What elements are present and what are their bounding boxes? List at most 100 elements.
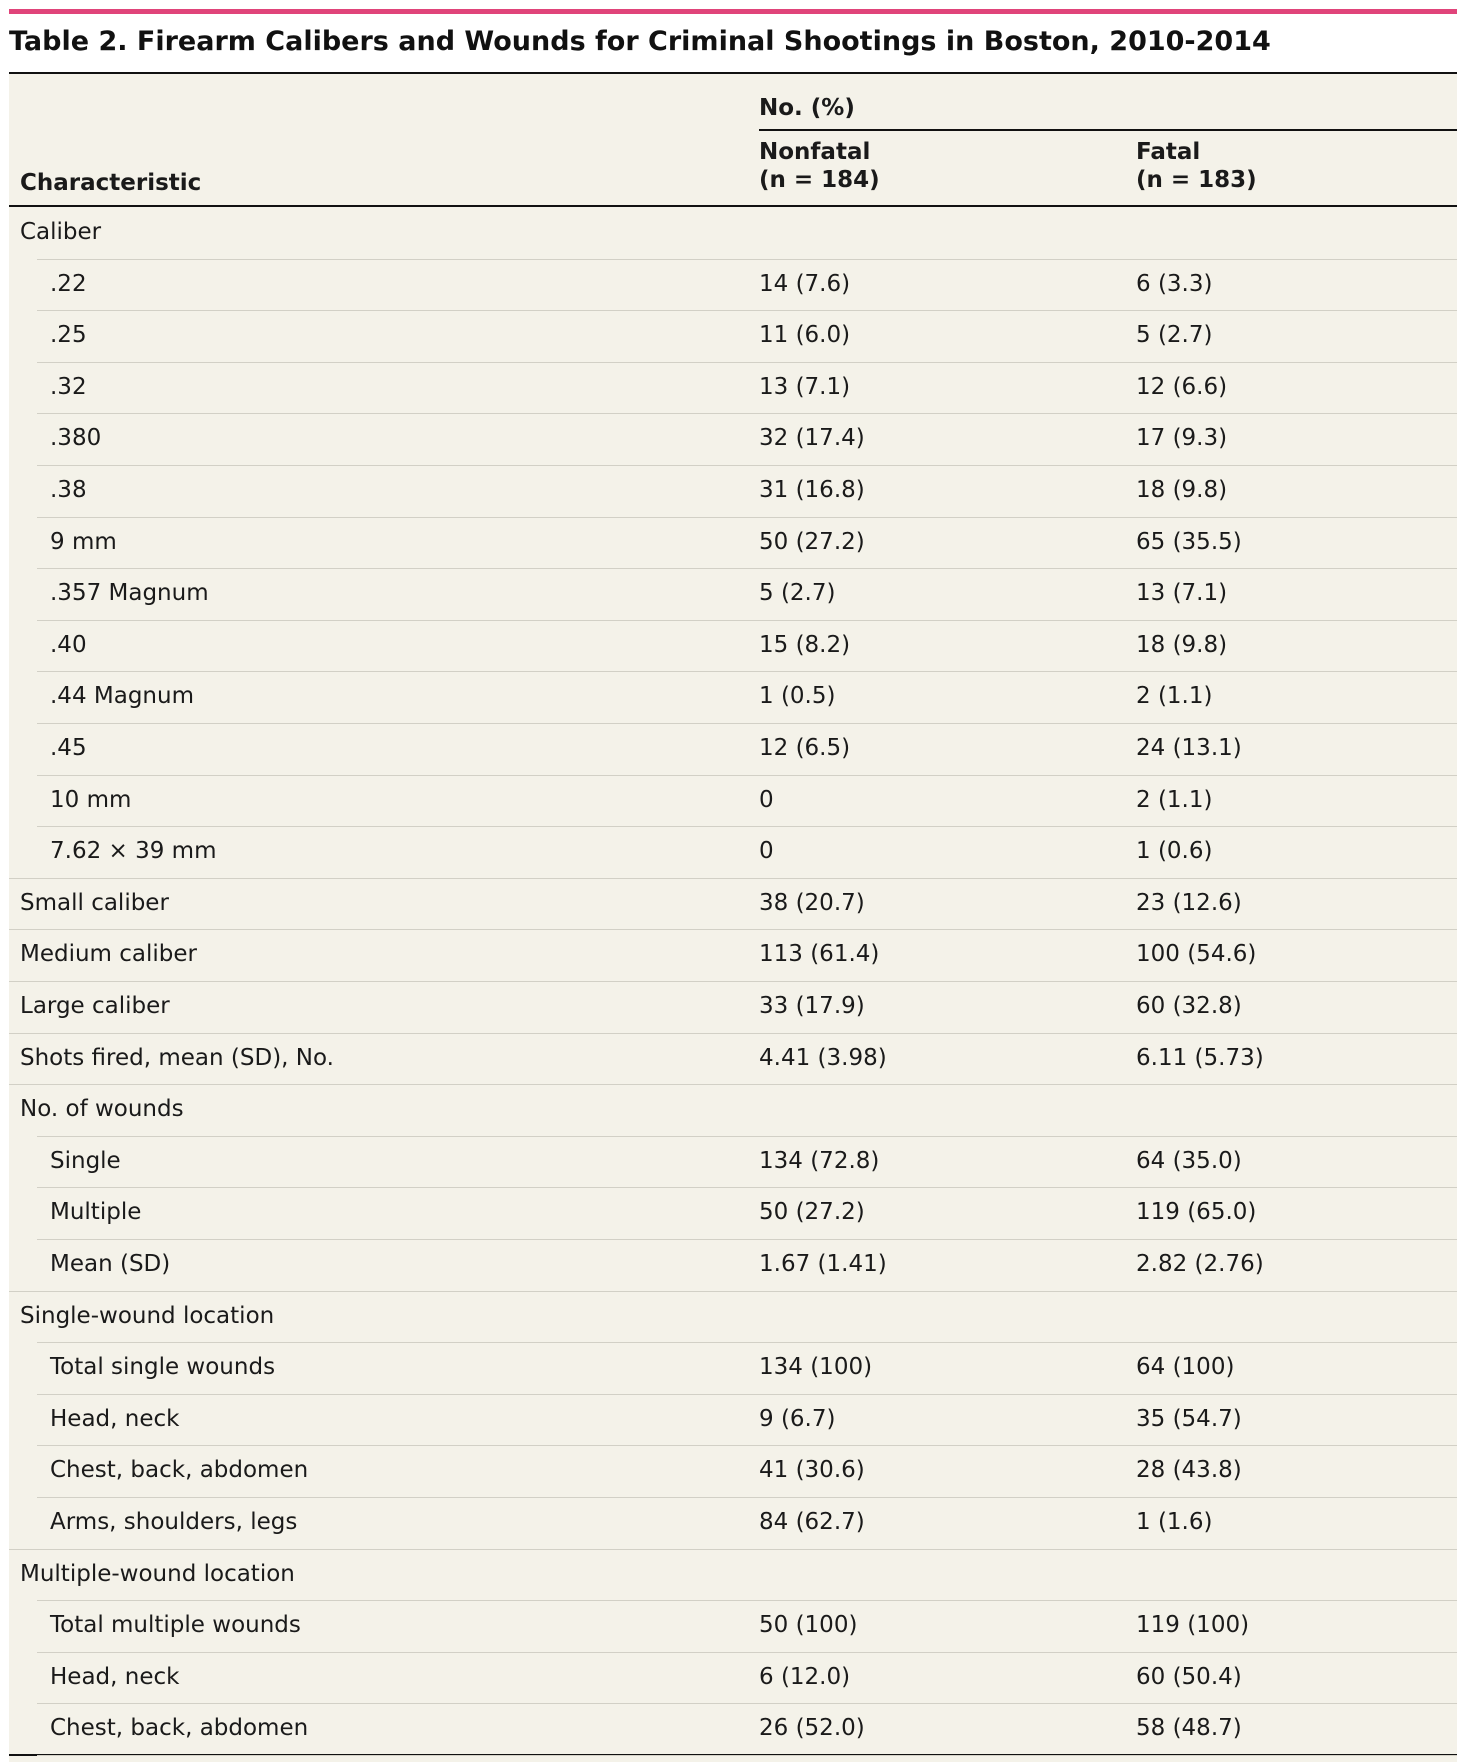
row-separator (37, 1239, 1457, 1240)
row-label: Head, neck (50, 1405, 180, 1432)
table-background (9, 72, 1457, 1762)
table-row: Head, neck 6 (12.0) 60 (50.4) (9, 1651, 1457, 1704)
table-row: Shots fired, mean (SD), No. 4.41 (3.98) 6.… (9, 1032, 1457, 1085)
table-row: Caliber (9, 207, 1457, 259)
row-label: Medium caliber (20, 941, 198, 968)
row-label: Shots fired, mean (SD), No. (20, 1044, 334, 1071)
table-row: Multiple 50 (27.2) 119 (65.0) (9, 1187, 1457, 1239)
cell-value: 2.82 (2.76) (1136, 1251, 1264, 1277)
table-row: Single 134 (72.8) 64 (35.0) (9, 1135, 1457, 1188)
cell-value: 119 (100) (1136, 1612, 1250, 1639)
cell-value: 6.11 (5.73) (1136, 1044, 1264, 1071)
cell-value: 24 (13.1) (1136, 735, 1242, 761)
row-separator (37, 310, 1457, 312)
row-label: Large caliber (20, 993, 170, 1019)
cell-value: 60 (32.8) (1136, 993, 1242, 1019)
rule (759, 129, 1457, 131)
row-label: Multiple (50, 1199, 142, 1226)
cell-value: 1 (0.6) (1136, 838, 1213, 865)
cell-value: 113 (61.4) (759, 941, 880, 968)
row-separator (37, 1393, 1457, 1395)
row-separator (37, 516, 1457, 518)
cell-value: 1 (1.6) (1136, 1509, 1213, 1535)
cell-value: 13 (7.1) (1136, 580, 1228, 607)
table-row: Total single wounds 134 (100) 64 (100) (9, 1342, 1457, 1394)
row-label: No. of wounds (20, 1096, 184, 1123)
table-row: .380 32 (17.4) 17 (9.3) (9, 413, 1457, 465)
table-row: Large caliber 33 (17.9) 60 (32.8) (9, 981, 1457, 1033)
row-separator (9, 1548, 1457, 1550)
row-separator (37, 1187, 1457, 1189)
row-label: Mean (SD) (50, 1251, 171, 1277)
table-row: .45 12 (6.5) 24 (13.1) (9, 723, 1457, 775)
column-header: Fatal (n = 183) (1136, 138, 1257, 194)
row-label: Chest, back, abdomen (50, 1457, 309, 1484)
table-title: Table 2. Firearm Calibers and Wounds for… (9, 26, 1271, 57)
row-label: .32 (50, 373, 87, 400)
cell-value: 5 (2.7) (1136, 322, 1213, 349)
row-separator (37, 1651, 1457, 1653)
cell-value: 31 (16.8) (759, 477, 865, 503)
row-label: Total single wounds (50, 1354, 276, 1381)
row-separator (37, 1497, 1457, 1498)
table-row: Chest, back, abdomen 41 (30.6) 28 (43.8) (9, 1445, 1457, 1497)
cell-value: 1.67 (1.41) (759, 1251, 887, 1277)
row-label: 7.62 × 39 mm (50, 838, 217, 865)
table-row: Total multiple wounds 50 (100) 119 (100) (9, 1600, 1457, 1652)
column-name: Nonfatal (759, 139, 871, 165)
row-label: Arms, shoulders, legs (50, 1755, 297, 1763)
row-label: .25 (50, 322, 87, 349)
cell-value: 18 (9.8) (1136, 477, 1228, 503)
row-separator (37, 774, 1457, 776)
cell-value: 0 (759, 786, 774, 813)
row-separator (37, 258, 1457, 260)
cell-value: 134 (72.8) (759, 1147, 880, 1174)
rule (9, 72, 1457, 74)
characteristic-header: Characteristic (20, 170, 202, 196)
cell-value: 18 (36.0) (759, 1755, 865, 1763)
cell-value: 15 (8.2) (759, 631, 851, 658)
cell-value: 17 (9.3) (1136, 425, 1228, 452)
cell-value: 100 (54.6) (1136, 941, 1257, 968)
cell-value: 35 (54.7) (1136, 1405, 1242, 1432)
column-n: (n = 184) (759, 167, 880, 193)
cell-value: 119 (65.0) (1136, 1199, 1257, 1226)
row-label: Caliber (20, 219, 102, 245)
cell-value: 23 (12.6) (1136, 889, 1242, 916)
table-row: Small caliber 38 (20.7) 23 (12.6) (9, 877, 1457, 930)
cell-value: 6 (12.0) (759, 1663, 851, 1690)
row-label: .38 (50, 477, 87, 503)
cell-value: 84 (62.7) (759, 1509, 865, 1535)
table-row: Arms, shoulders, legs 84 (62.7) 1 (1.6) (9, 1497, 1457, 1549)
column-n: (n = 183) (1136, 167, 1257, 193)
row-label: .44 Magnum (50, 683, 194, 710)
cell-value: 58 (48.7) (1136, 1715, 1242, 1742)
cell-value: 12 (6.5) (759, 735, 851, 761)
table-row: 7.62 × 39 mm 0 1 (0.6) (9, 826, 1457, 878)
cell-value: 13 (7.1) (759, 373, 851, 400)
row-separator (37, 1342, 1457, 1344)
row-separator (37, 826, 1457, 828)
row-separator (37, 619, 1457, 621)
table-row: .40 15 (8.2) 18 (9.8) (9, 619, 1457, 672)
table-row: .32 13 (7.1) 12 (6.6) (9, 361, 1457, 414)
row-label: .22 (50, 270, 87, 297)
table-row: .25 11 (6.0) 5 (2.7) (9, 310, 1457, 362)
table-row: Single-wound location (9, 1290, 1457, 1343)
row-separator (9, 1290, 1457, 1292)
cell-value: 18 (9.8) (1136, 631, 1228, 658)
row-separator (37, 1445, 1457, 1447)
row-label: Chest, back, abdomen (50, 1715, 309, 1742)
cell-value: 50 (27.2) (759, 1199, 865, 1226)
row-label: Total multiple wounds (50, 1612, 301, 1639)
cell-value: 2 (1.1) (1136, 683, 1213, 710)
table-row: Medium caliber 113 (61.4) 100 (54.6) (9, 929, 1457, 981)
table-row: .38 31 (16.8) 18 (9.8) (9, 465, 1457, 517)
column-header: Nonfatal (n = 184) (759, 138, 880, 194)
cell-value: 1 (0.8) (1136, 1755, 1212, 1763)
row-label: .357 Magnum (50, 580, 209, 607)
table-row: Chest, back, abdomen 26 (52.0) 58 (48.7) (9, 1703, 1457, 1755)
row-label: 10 mm (50, 786, 132, 813)
cell-value: 38 (20.7) (759, 889, 865, 916)
